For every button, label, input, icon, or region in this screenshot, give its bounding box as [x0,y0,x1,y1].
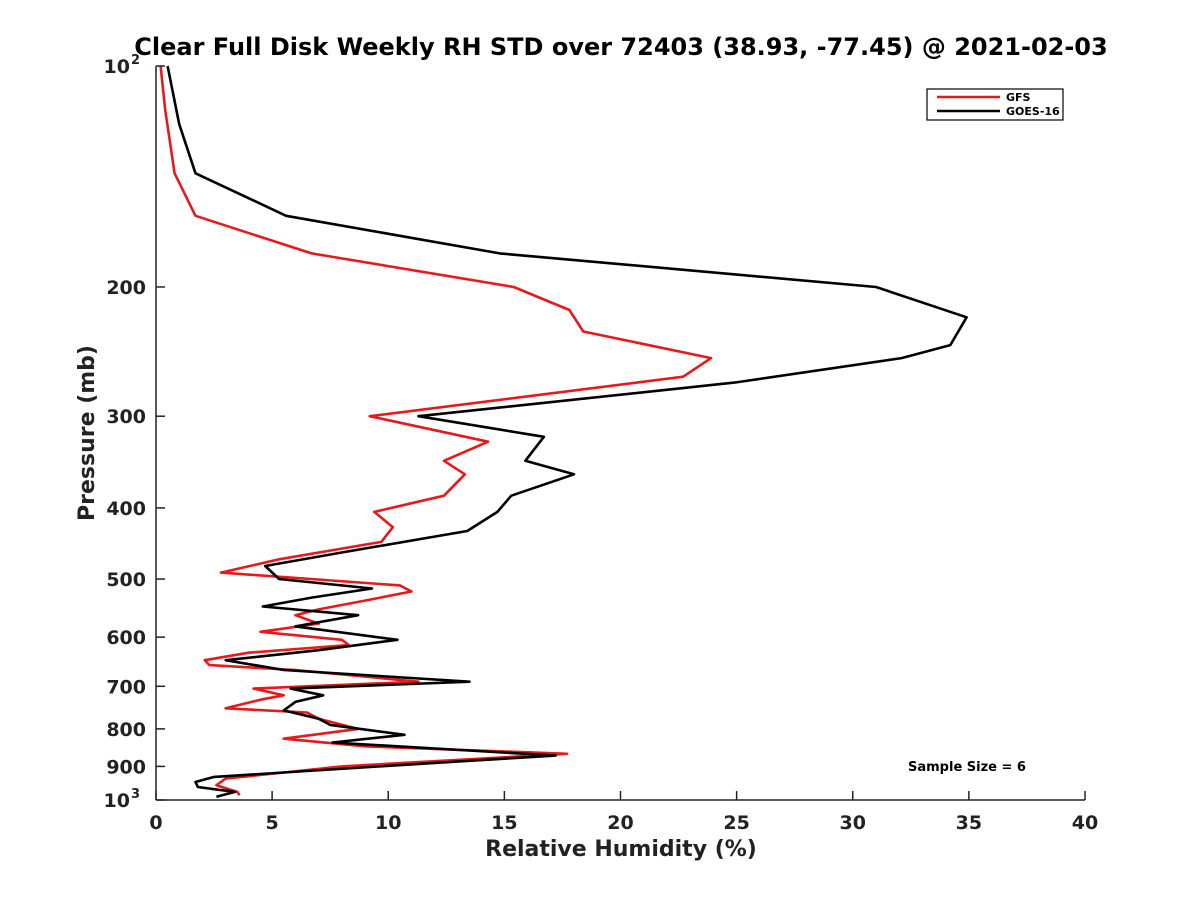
y-tick-label: 700 [106,676,146,698]
x-tick-label: 30 [840,812,866,834]
y-tick-label: 900 [106,756,146,778]
legend-label: GOES-16 [1006,105,1060,118]
x-tick-label: 35 [956,812,982,834]
sample-size-annotation: Sample Size = 6 [908,760,1026,775]
legend-box [926,88,1064,121]
y-tick-exponent: 2 [131,53,140,68]
x-tick-label: 0 [149,812,162,834]
y-tick-label: 10 [104,56,130,78]
x-tick-label: 15 [491,812,517,834]
y-tick-exponent: 3 [131,787,140,802]
x-tick-label: 20 [607,812,633,834]
series-layer [159,65,968,799]
x-tick-label: 25 [723,812,749,834]
x-axis-label: Relative Humidity (%) [485,837,757,862]
y-tick-label: 200 [106,277,146,299]
x-tick-label: 10 [375,812,401,834]
y-tick-label: 400 [106,498,146,520]
legend-label: GFS [1006,91,1031,104]
series-line-goes-16 [166,65,968,799]
y-axis-label: Pressure (mb) [75,345,100,521]
y-tick-label: 300 [106,406,146,428]
y-tick-label: 800 [106,719,146,741]
chart-title: Clear Full Disk Weekly RH STD over 72403… [134,33,1107,61]
y-tick-label: 10 [104,790,130,812]
y-tick-label: 500 [106,569,146,591]
x-tick-label: 40 [1072,812,1098,834]
x-tick-label: 5 [266,812,279,834]
y-tick-label: 600 [106,627,146,649]
